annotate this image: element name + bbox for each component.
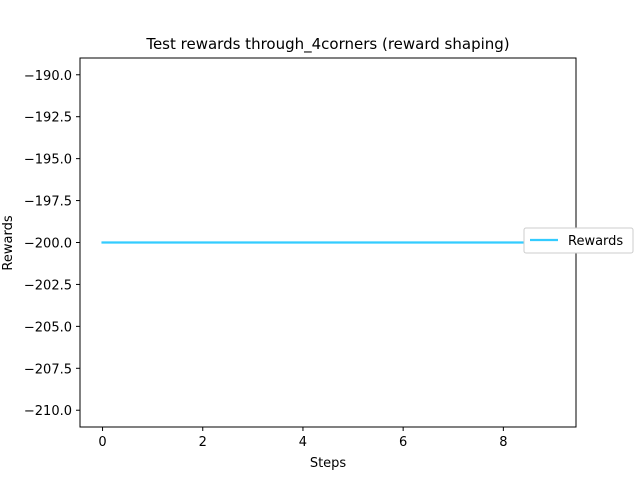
y-tick-label: −190.0 <box>24 69 72 84</box>
y-tick-label: −207.5 <box>24 362 72 377</box>
legend-entry-label: Rewards <box>568 234 623 249</box>
x-axis: 0 2 4 6 8 <box>98 427 507 450</box>
y-axis-label: Rewards <box>1 215 16 270</box>
x-tick-label: 6 <box>399 435 407 450</box>
y-axis: −190.0 −192.5 −195.0 −197.5 −200.0 −202.5 −205… <box>24 69 80 419</box>
legend: Rewards <box>523 227 634 254</box>
x-axis-label: Steps <box>310 456 347 471</box>
y-tick-label: −197.5 <box>24 195 72 210</box>
x-tick-label: 0 <box>98 435 106 450</box>
y-tick-label: −200.0 <box>24 237 72 252</box>
y-tick-label: −192.5 <box>24 111 72 126</box>
y-tick-label: −195.0 <box>24 153 72 168</box>
chart-title: Test rewards through_4corners (reward sh… <box>145 35 509 54</box>
y-tick-label: −202.5 <box>24 278 72 293</box>
x-tick-label: 4 <box>299 435 307 450</box>
y-tick-label: −205.0 <box>24 320 72 335</box>
x-tick-label: 8 <box>499 435 507 450</box>
y-tick-label: −210.0 <box>24 404 72 419</box>
legend-box <box>523 227 634 254</box>
x-tick-label: 2 <box>199 435 207 450</box>
